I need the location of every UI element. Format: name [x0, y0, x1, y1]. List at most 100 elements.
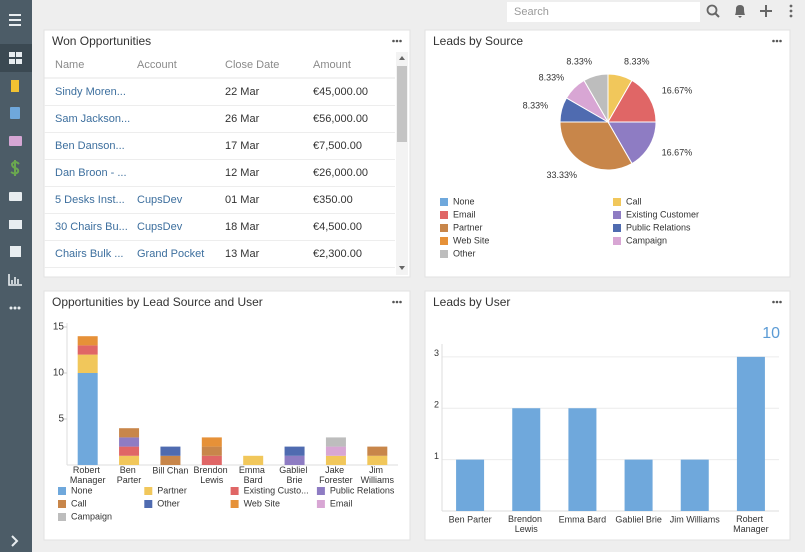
dashlet-menu[interactable]: [772, 300, 775, 304]
search-icon[interactable]: [706, 4, 718, 16]
dashlet-menu[interactable]: [395, 39, 399, 43]
scroll-down[interactable]: [399, 266, 405, 270]
legend-label: Email: [330, 498, 353, 508]
column-header[interactable]: Account: [137, 59, 177, 71]
legend-swatch: [613, 198, 621, 206]
pie-slice: [607, 121, 657, 165]
scroll-up[interactable]: [399, 56, 405, 60]
dashboard-icon[interactable]: [9, 52, 15, 57]
bar-segment: [325, 446, 346, 456]
bar-segment: [160, 446, 181, 456]
dashlet-menu[interactable]: [399, 300, 402, 304]
nav-active: [0, 44, 32, 72]
bar-segment: [367, 455, 388, 465]
legend-label: Partner: [157, 485, 187, 495]
dashboard-icon[interactable]: [16, 52, 22, 57]
x-tick-label: Bill Chan: [152, 465, 188, 475]
legend-swatch: [316, 500, 325, 508]
dashlet-menu[interactable]: [779, 300, 782, 304]
legend-label: Existing Custo...: [244, 485, 309, 495]
user-menu-icon[interactable]: [789, 14, 793, 18]
user-menu-icon[interactable]: [789, 4, 793, 8]
dashlet-menu[interactable]: [399, 39, 402, 43]
contacts-icon[interactable]: [10, 107, 20, 119]
email-icon[interactable]: [9, 220, 22, 229]
legend-label: Web Site: [453, 235, 489, 245]
legend-label: Other: [157, 498, 180, 508]
opportunity-name[interactable]: Sam Jackson...: [55, 113, 130, 125]
x-tick-label: Robert Manager: [733, 514, 769, 534]
menu-icon[interactable]: [9, 14, 21, 16]
user-menu-icon[interactable]: [789, 9, 793, 13]
opportunity-name[interactable]: 5 Desks Inst...: [55, 194, 125, 206]
dashboard-icon[interactable]: [16, 59, 22, 64]
x-tick-label: Robert Manager: [70, 465, 106, 485]
column-header[interactable]: Name: [55, 59, 84, 71]
data-label: 8.33%: [566, 56, 592, 66]
leads-icon[interactable]: [9, 136, 22, 146]
dashlet-menu[interactable]: [392, 39, 395, 43]
menu-icon[interactable]: [9, 19, 21, 21]
bar-segment: [201, 455, 222, 465]
menu-icon[interactable]: [9, 24, 21, 26]
x-tick-label: Brendon Lewis: [508, 514, 545, 534]
data-label: 8.33%: [539, 73, 565, 83]
account-name[interactable]: CupsDev: [137, 194, 183, 206]
legend-label: Public Relations: [626, 222, 691, 232]
more-icon[interactable]: [9, 306, 13, 310]
x-tick-label: Gabliel Brie: [615, 514, 662, 524]
bar-segment: [119, 446, 140, 456]
create-icon[interactable]: [760, 5, 772, 17]
account-name[interactable]: Grand Pocket: [137, 248, 204, 260]
expand-icon[interactable]: [11, 535, 19, 547]
dashlet-title: Leads by User: [433, 295, 510, 309]
x-tick-label: Ben Parter: [449, 514, 492, 524]
account-name[interactable]: CupsDev: [137, 221, 183, 233]
legend-label: Existing Customer: [626, 209, 699, 219]
opportunity-name[interactable]: 30 Chairs Bu...: [55, 221, 128, 233]
legend-swatch: [440, 224, 448, 232]
x-tick-label: Gabliel Brie: [279, 465, 310, 485]
dashboard-icon[interactable]: [9, 59, 15, 64]
dashlet-menu[interactable]: [775, 300, 779, 304]
dashlet-menu[interactable]: [772, 39, 775, 43]
close-date: 26 Mar: [225, 113, 260, 125]
accounts-icon[interactable]: [11, 80, 19, 92]
legend-label: Web Site: [244, 498, 280, 508]
y-tick-label: 5: [58, 414, 64, 425]
column-header[interactable]: Close Date: [225, 59, 279, 71]
amount: €45,000.00: [313, 86, 368, 98]
search-box[interactable]: [507, 2, 700, 22]
bar-segment: [284, 455, 305, 465]
opportunity-name[interactable]: Chairs Bulk ...: [55, 248, 123, 260]
dashlet-menu[interactable]: [779, 39, 782, 43]
legend-label: Call: [71, 498, 87, 508]
bar-segment: [201, 446, 222, 456]
dashlet-menu[interactable]: [395, 300, 399, 304]
amount: €26,000.00: [313, 167, 368, 179]
more-icon[interactable]: [13, 306, 17, 310]
dashlet-menu[interactable]: [392, 300, 395, 304]
bar-segment: [284, 446, 305, 456]
legend-swatch: [58, 487, 66, 495]
search-icon[interactable]: [714, 12, 720, 18]
bar-segment: [77, 345, 98, 355]
opportunity-name[interactable]: Dan Broon - ...: [55, 167, 127, 179]
scrollbar-thumb[interactable]: [397, 66, 407, 142]
calendar-icon[interactable]: [10, 246, 21, 257]
opportunity-name[interactable]: Sindy Moren...: [55, 86, 126, 98]
notifications-icon[interactable]: [735, 5, 745, 18]
legend-label: Campaign: [626, 235, 667, 245]
more-icon[interactable]: [17, 306, 21, 310]
x-tick-label: Ben Parter: [117, 465, 142, 485]
pie-slice: [559, 121, 633, 171]
legend-label: Call: [626, 196, 642, 206]
amount: €2,300.00: [313, 248, 362, 260]
legend-label: Partner: [453, 222, 483, 232]
opportunities-icon[interactable]: [10, 160, 20, 176]
cases-icon[interactable]: [9, 192, 22, 201]
column-header[interactable]: Amount: [313, 59, 351, 71]
reports-icon[interactable]: [8, 274, 22, 286]
opportunity-name[interactable]: Ben Danson...: [55, 140, 125, 152]
dashlet-menu[interactable]: [775, 39, 779, 43]
